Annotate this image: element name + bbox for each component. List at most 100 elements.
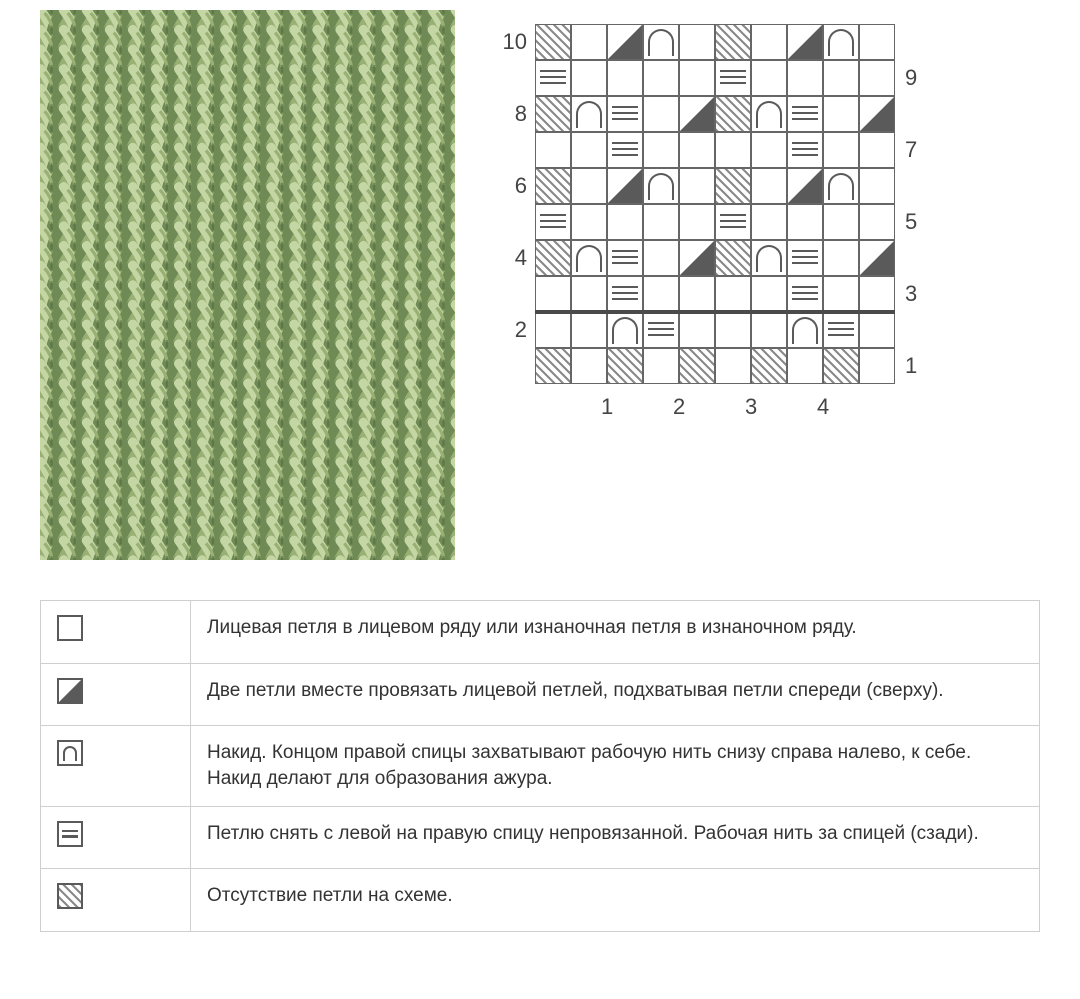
chart-cell xyxy=(715,276,751,312)
legend-table: Лицевая петля в лицевом ряду или изнаноч… xyxy=(40,600,1040,932)
chart-cell xyxy=(607,276,643,312)
chart-cell xyxy=(535,312,571,348)
chart-cell xyxy=(607,60,643,96)
chart-cell xyxy=(859,60,895,96)
table-row: Петлю снять с левой на правую спицу непр… xyxy=(41,806,1040,869)
chart-cell xyxy=(571,132,607,168)
chart-cell xyxy=(715,24,751,60)
chart-row-label-left: 6 xyxy=(495,173,527,199)
tri-symbol-icon xyxy=(57,678,83,704)
chart-cell xyxy=(823,348,859,384)
chart-cell xyxy=(679,348,715,384)
chart-col-label: 1 xyxy=(601,394,613,420)
legend-symbol-cell xyxy=(41,663,191,726)
chart-cell xyxy=(535,96,571,132)
chart-cell xyxy=(643,132,679,168)
chart-cell xyxy=(859,240,895,276)
table-row: Накид. Концом правой спицы захватывают р… xyxy=(41,726,1040,806)
chart-cell xyxy=(787,276,823,312)
chart-cell xyxy=(859,204,895,240)
chart-row-label-right: 1 xyxy=(905,353,917,379)
chart-cell xyxy=(751,276,787,312)
chart-cell xyxy=(751,60,787,96)
legend-description: Лицевая петля в лицевом ряду или изнаноч… xyxy=(191,601,1040,664)
legend-symbol-cell xyxy=(41,726,191,806)
chart-cell xyxy=(607,24,643,60)
chart-cell xyxy=(787,24,823,60)
chart-cell xyxy=(859,96,895,132)
chart-cell xyxy=(787,240,823,276)
chart-cell xyxy=(643,24,679,60)
chart-cell xyxy=(751,348,787,384)
knitting-chart: 246810135791234 xyxy=(495,10,935,428)
chart-row-label-right: 5 xyxy=(905,209,917,235)
chart-cell xyxy=(823,60,859,96)
chart-cell xyxy=(571,240,607,276)
legend-description: Две петли вместе провязать лицевой петле… xyxy=(191,663,1040,726)
legend-symbol-cell xyxy=(41,601,191,664)
chart-cell xyxy=(715,348,751,384)
arch-symbol-icon xyxy=(57,740,83,766)
chart-col-label: 4 xyxy=(817,394,829,420)
chart-cell xyxy=(787,348,823,384)
chart-row-label-right: 9 xyxy=(905,65,917,91)
chart-cell xyxy=(823,24,859,60)
chart-cell xyxy=(607,312,643,348)
chart-row-label-left: 10 xyxy=(495,29,527,55)
chart-separator xyxy=(535,310,895,314)
chart-cell xyxy=(571,204,607,240)
chart-col-label: 2 xyxy=(673,394,685,420)
chart-cell xyxy=(571,96,607,132)
chart-cell xyxy=(643,276,679,312)
chart-row-label-right: 7 xyxy=(905,137,917,163)
chart-cell xyxy=(751,312,787,348)
chart-cell xyxy=(823,204,859,240)
hatch-symbol-icon xyxy=(57,883,83,909)
chart-cell xyxy=(751,204,787,240)
chart-cell xyxy=(787,204,823,240)
chart-cell xyxy=(787,312,823,348)
legend-symbol-cell xyxy=(41,869,191,932)
chart-cell xyxy=(823,168,859,204)
chart-cell xyxy=(679,24,715,60)
chart-cell xyxy=(715,60,751,96)
chart-grid xyxy=(535,24,895,384)
chart-cell xyxy=(715,96,751,132)
chart-cell xyxy=(535,204,571,240)
chart-cell xyxy=(715,168,751,204)
legend-description: Накид. Концом правой спицы захватывают р… xyxy=(191,726,1040,806)
chart-cell xyxy=(643,204,679,240)
chart-cell xyxy=(535,132,571,168)
blank-symbol-icon xyxy=(57,615,83,641)
chart-cell xyxy=(535,60,571,96)
chart-cell xyxy=(643,168,679,204)
chart-cell xyxy=(859,276,895,312)
chart-cell xyxy=(571,24,607,60)
knit-swatch-svg xyxy=(40,10,455,560)
legend-symbol-cell xyxy=(41,806,191,869)
chart-row-label-left: 4 xyxy=(495,245,527,271)
legend-description: Отсутствие петли на схеме. xyxy=(191,869,1040,932)
chart-cell xyxy=(607,168,643,204)
chart-cell xyxy=(679,276,715,312)
chart-cell xyxy=(751,240,787,276)
chart-cell xyxy=(679,240,715,276)
chart-cell xyxy=(751,24,787,60)
chart-row-label-right: 3 xyxy=(905,281,917,307)
chart-cell xyxy=(679,204,715,240)
chart-cell xyxy=(643,348,679,384)
chart-row-label-left: 2 xyxy=(495,317,527,343)
chart-cell xyxy=(571,312,607,348)
chart-cell xyxy=(679,168,715,204)
chart-cell xyxy=(535,276,571,312)
chart-col-label: 3 xyxy=(745,394,757,420)
chart-cell xyxy=(571,348,607,384)
chart-cell xyxy=(823,240,859,276)
chart-cell xyxy=(679,60,715,96)
chart-cell xyxy=(787,96,823,132)
chart-cell xyxy=(607,132,643,168)
chart-cell xyxy=(715,240,751,276)
chart-cell xyxy=(751,96,787,132)
chart-cell xyxy=(607,348,643,384)
chart-cell xyxy=(823,132,859,168)
